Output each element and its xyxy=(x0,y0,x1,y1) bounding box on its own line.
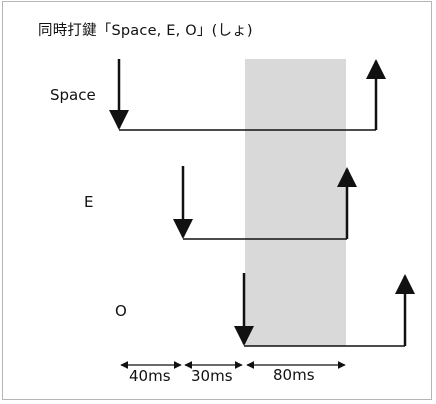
key-label-space: Space xyxy=(50,86,96,104)
diagram-title: 同時打鍵「Space, E, O」(しょ) xyxy=(38,23,253,39)
duration-label-40ms: 40ms xyxy=(129,367,171,385)
diagram-frame xyxy=(2,1,432,400)
duration-label-80ms: 80ms xyxy=(273,366,315,384)
duration-label-30ms: 30ms xyxy=(191,367,233,385)
key-label-e: E xyxy=(84,193,94,211)
key-label-o: O xyxy=(115,302,127,320)
overlap-region xyxy=(245,59,346,346)
